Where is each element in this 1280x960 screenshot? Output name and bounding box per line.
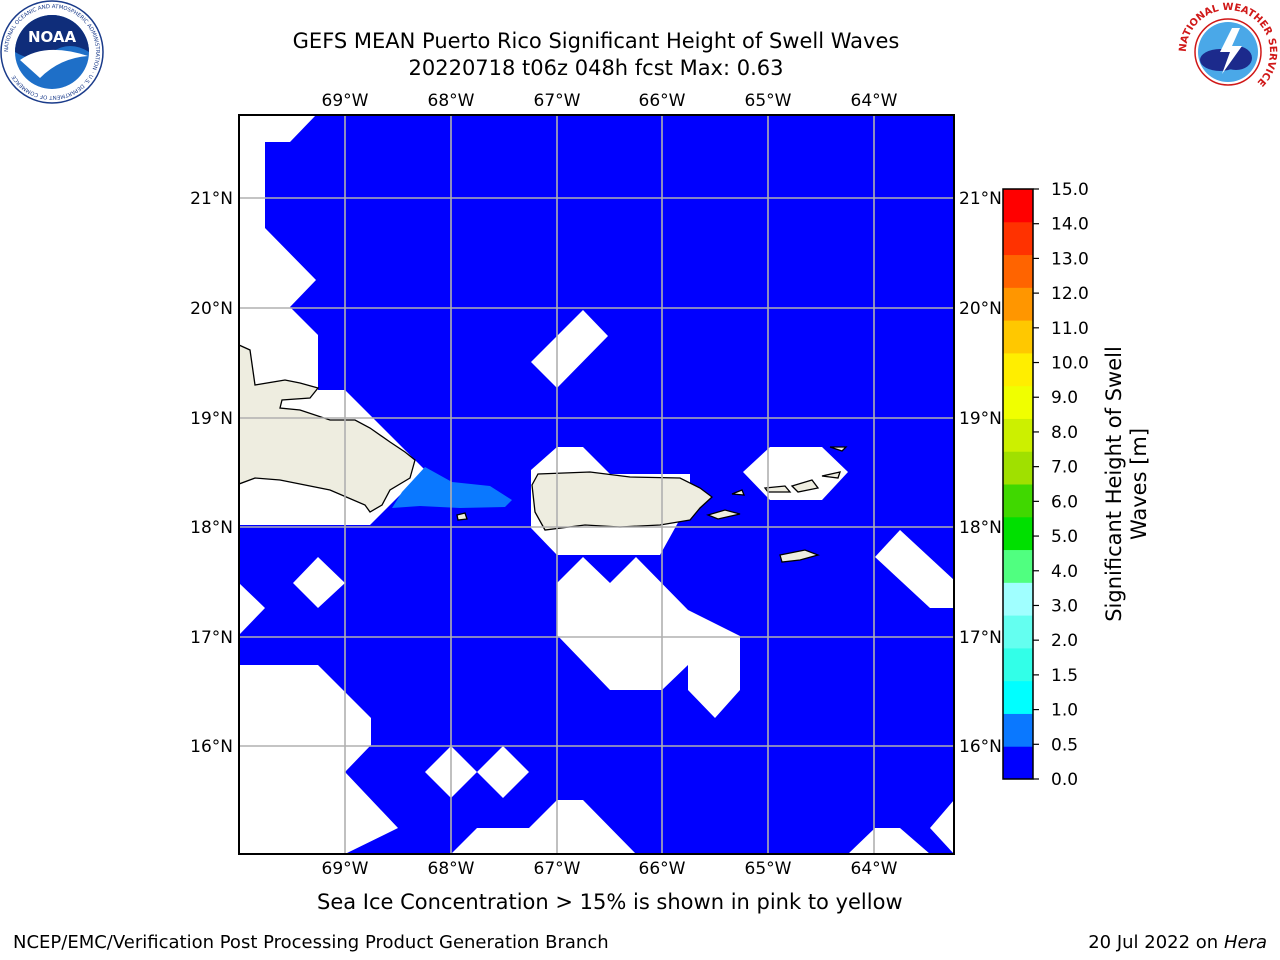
sea-ice-caption: Sea Ice Concentration > 15% is shown in … [317, 890, 903, 914]
colorbar-frame [1002, 188, 1034, 780]
colorbar-swatch [1003, 287, 1033, 321]
footer-credit: NCEP/EMC/Verification Post Processing Pr… [13, 932, 609, 953]
colorbar-swatch [1003, 418, 1033, 452]
lon-label-top: 65°W [745, 91, 792, 111]
colorbar-swatch [1003, 320, 1033, 354]
colorbar-tick-label: 1.0 [1051, 701, 1078, 721]
noaa-logo-icon: NOAA NATIONAL OCEANIC AND ATMOSPHERIC AD… [0, 0, 104, 104]
landmasses [239, 344, 848, 563]
lat-label-left: 19°N [190, 409, 233, 429]
st-thomas [763, 485, 792, 493]
lat-label-right: 19°N [959, 409, 1002, 429]
lon-label-top: 67°W [534, 91, 581, 111]
lon-label-top: 66°W [639, 91, 686, 111]
colorbar-tick-label: 9.0 [1051, 388, 1078, 408]
chart-subtitle: 20220718 t06z 048h fcst Max: 0.63 [408, 56, 784, 80]
lon-label-bottom: 69°W [322, 859, 369, 879]
map-frame [238, 114, 955, 855]
mona-island [456, 512, 468, 521]
lon-label-bottom: 68°W [428, 859, 475, 879]
colorbar-swatch [1003, 549, 1033, 583]
virgin-gorda [821, 471, 841, 479]
colorbar-tick-label: 7.0 [1051, 458, 1078, 478]
right-lat-labels: 21°N 20°N 19°N 18°N 17°N 16°N [959, 189, 1002, 757]
colorbar-tick-label: 3.0 [1051, 596, 1078, 616]
lon-label-top: 68°W [428, 91, 475, 111]
colorbar-swatches [1003, 189, 1033, 780]
lat-label-right: 18°N [959, 518, 1002, 538]
lon-label-top: 69°W [322, 91, 369, 111]
nws-logo-icon: NATIONAL WEATHER SERVICE [1178, 2, 1278, 102]
colorbar-tick-label: 4.0 [1051, 562, 1078, 582]
colorbar-label: Significant Height of Swell Waves [m] [1102, 346, 1151, 622]
lat-label-right: 16°N [959, 737, 1002, 757]
colorbar-swatch [1003, 582, 1033, 616]
colorbar-swatch [1003, 746, 1033, 780]
puerto-rico [531, 471, 714, 531]
colorbar-tick-label: 15.0 [1051, 180, 1089, 200]
lat-label-left: 17°N [190, 628, 233, 648]
lat-label-right: 20°N [959, 299, 1002, 319]
lat-label-left: 21°N [190, 189, 233, 209]
colorbar-tick-label: 11.0 [1051, 319, 1089, 339]
lat-label-right: 17°N [959, 628, 1002, 648]
lat-label-left: 18°N [190, 518, 233, 538]
colorbar-swatch [1003, 352, 1033, 387]
colorbar-ticks: 0.0 0.5 1.0 1.5 2.0 3.0 4.0 5.0 6.0 7.0 8.0 9.0 10.0… [1033, 180, 1089, 790]
top-lon-labels: 69°W 68°W 67°W 66°W 65°W 64°W [322, 91, 898, 111]
footer-date: 20 Jul 2022 on Hera [1088, 932, 1267, 953]
colorbar-swatch [1003, 189, 1033, 223]
colorbar-tick-label: 0.0 [1051, 770, 1078, 790]
colorbar-swatch [1003, 516, 1033, 551]
higher-swell-patch [392, 467, 512, 508]
colorbar-label-line2: Waves [m] [1127, 428, 1151, 540]
vieques [706, 509, 741, 520]
colorbar-label-line1: Significant Height of Swell [1102, 346, 1126, 622]
colorbar-tick-label: 1.5 [1051, 666, 1078, 686]
map-area [239, 115, 954, 854]
anegada [829, 446, 848, 452]
lat-label-left: 20°N [190, 299, 233, 319]
noaa-logo-text: NOAA [28, 28, 77, 46]
bottom-lon-labels: 69°W 68°W 67°W 66°W 65°W 64°W [322, 859, 898, 879]
lon-label-top: 64°W [851, 91, 898, 111]
graticule [239, 115, 954, 854]
footer-date-text: 20 Jul 2022 on [1088, 932, 1224, 953]
colorbar-tick-label: 12.0 [1051, 284, 1089, 304]
lat-label-right: 21°N [959, 189, 1002, 209]
colorbar-tick-label: 0.5 [1051, 735, 1078, 755]
colorbar-tick-label: 5.0 [1051, 527, 1078, 547]
colorbar-tick-label: 10.0 [1051, 354, 1089, 374]
colorbar-tick-label: 6.0 [1051, 492, 1078, 512]
colorbar-swatch [1003, 254, 1033, 288]
colorbar-swatch [1003, 221, 1033, 256]
hispaniola [239, 344, 416, 513]
colorbar-swatch [1003, 615, 1033, 649]
colorbar-swatch [1003, 680, 1033, 714]
left-lat-labels: 21°N 20°N 19°N 18°N 17°N 16°N [190, 189, 233, 757]
footer-host: Hera [1223, 932, 1267, 953]
colorbar-swatch [1003, 713, 1033, 747]
colorbar-swatch [1003, 484, 1033, 518]
lon-label-bottom: 66°W [639, 859, 686, 879]
colorbar-tick-label: 2.0 [1051, 631, 1078, 651]
lon-label-bottom: 67°W [534, 859, 581, 879]
colorbar-swatch [1003, 451, 1033, 485]
culebra [731, 489, 745, 496]
lat-label-left: 16°N [190, 737, 233, 757]
st-croix [779, 549, 821, 563]
colorbar-tick-label: 13.0 [1051, 249, 1089, 269]
colorbar-swatch [1003, 385, 1033, 419]
lon-label-bottom: 65°W [745, 859, 792, 879]
chart-title: GEFS MEAN Puerto Rico Significant Height… [292, 29, 900, 53]
tortola [790, 479, 820, 493]
colorbar-tick-label: 14.0 [1051, 215, 1089, 235]
lon-label-bottom: 64°W [851, 859, 898, 879]
colorbar-tick-label: 8.0 [1051, 423, 1078, 443]
colorbar-swatch [1003, 647, 1033, 682]
